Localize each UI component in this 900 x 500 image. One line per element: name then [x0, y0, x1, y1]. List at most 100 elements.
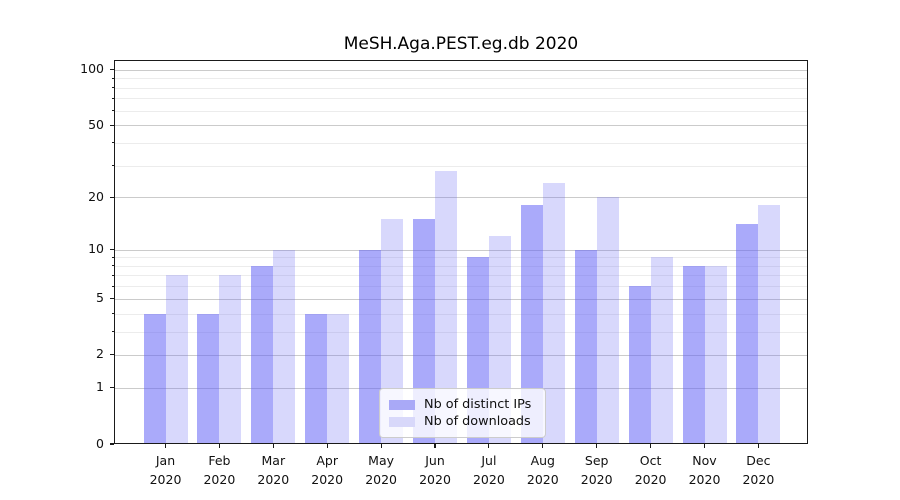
gridline-major [114, 69, 808, 71]
y-tick-label: 5 [96, 290, 104, 306]
y-minor-tick-mark [111, 256, 114, 258]
y-tick-mark [110, 354, 114, 356]
gridline-minor [114, 265, 808, 267]
gridline-minor [114, 331, 808, 333]
bar-distinct-ips-sep [574, 249, 597, 444]
gridline-minor [114, 78, 808, 80]
y-tick-label: 50 [88, 116, 104, 132]
x-tick-label-year: 2020 [526, 471, 559, 487]
x-tick-label: Sep 2020 [565, 452, 629, 490]
gridline-major [114, 125, 808, 127]
y-tick-mark [110, 387, 114, 389]
y-tick-label: 100 [80, 61, 104, 77]
y-tick-mark [110, 69, 114, 71]
x-tick-label: Feb 2020 [187, 452, 251, 490]
x-tick-label-year: 2020 [634, 471, 667, 487]
bar-distinct-ips-nov [682, 265, 705, 444]
x-tick-mark [218, 444, 220, 448]
x-tick-mark [650, 444, 652, 448]
x-tick-label-year: 2020 [472, 471, 505, 487]
x-tick-label-year: 2020 [688, 471, 721, 487]
x-tick-mark [596, 444, 598, 448]
bar-distinct-ips-may [359, 249, 382, 444]
y-tick-mark [110, 196, 114, 198]
gridline-major [114, 354, 808, 356]
gridline-major [114, 298, 808, 300]
gridline-minor [114, 275, 808, 277]
x-tick-mark [434, 444, 436, 448]
bar-downloads-oct [650, 257, 673, 444]
x-tick-mark [542, 444, 544, 448]
legend-swatch-downloads [389, 416, 415, 427]
gridline-minor [114, 98, 808, 100]
x-tick-label-year: 2020 [365, 471, 397, 487]
bar-distinct-ips-jun [413, 219, 435, 444]
x-tick-mark [326, 444, 328, 448]
y-tick-mark [110, 124, 114, 126]
gridline-major [114, 197, 808, 199]
bar-downloads-may [381, 219, 404, 444]
bar-downloads-aug [542, 183, 565, 444]
y-tick-label: 0 [96, 435, 104, 451]
bar-distinct-ips-mar [251, 265, 274, 444]
y-tick-mark [110, 443, 114, 445]
gridline-minor [114, 142, 808, 144]
bar-downloads-jun [435, 171, 457, 444]
chart-title: MeSH.Aga.PEST.eg.db 2020 [343, 34, 579, 54]
y-minor-tick-mark [111, 265, 114, 267]
y-minor-tick-mark [111, 97, 114, 99]
plot-area [114, 60, 808, 444]
bar-distinct-ips-dec [736, 224, 759, 444]
x-tick-label: May 2020 [349, 452, 413, 490]
legend-swatch-distinct-ips [389, 399, 415, 410]
y-minor-tick-mark [111, 165, 114, 167]
legend-entry-distinct-ips: Nb of distinct IPs [389, 396, 535, 413]
y-minor-tick-mark [111, 77, 114, 79]
x-tick-label-year: 2020 [742, 471, 775, 487]
y-minor-tick-mark [111, 142, 114, 144]
x-tick-label-year: 2020 [419, 471, 451, 487]
y-tick-label: 20 [88, 188, 104, 204]
y-minor-tick-mark [111, 312, 114, 315]
x-tick-label-year: 2020 [149, 471, 182, 487]
y-minor-tick-mark [111, 87, 114, 89]
y-minor-tick-mark [111, 110, 114, 112]
bar-distinct-ips-aug [520, 205, 543, 444]
legend: Nb of distinct IPs Nb of downloads [379, 388, 546, 438]
x-tick-label: Aug 2020 [511, 452, 575, 490]
y-tick-label: 1 [96, 379, 104, 395]
x-tick-label: Mar 2020 [241, 452, 305, 490]
bar-downloads-mar [273, 249, 296, 444]
x-tick-mark [488, 444, 490, 448]
bar-downloads-apr [327, 313, 350, 444]
legend-label: Nb of distinct IPs [424, 397, 532, 412]
x-tick-label-year: 2020 [257, 471, 290, 487]
gridline-minor [114, 257, 808, 259]
x-tick-mark [703, 444, 706, 448]
x-tick-label-year: 2020 [203, 471, 236, 487]
x-tick-label: Apr 2020 [295, 452, 359, 490]
bar-distinct-ips-apr [305, 313, 328, 444]
gridline-minor [114, 313, 808, 315]
x-tick-label: Dec 2020 [726, 452, 790, 490]
x-tick-mark [757, 444, 759, 448]
bar-downloads-jan [165, 275, 188, 444]
x-tick-label: Jul 2020 [457, 452, 521, 490]
gridline-minor [114, 110, 808, 112]
x-tick-label-year: 2020 [311, 471, 344, 487]
y-tick-label: 2 [96, 346, 104, 362]
bar-downloads-sep [596, 197, 619, 444]
x-tick-label-year: 2020 [580, 471, 613, 487]
y-tick-label: 10 [88, 241, 104, 257]
gridline-minor [114, 165, 808, 167]
bar-distinct-ips-jan [143, 313, 166, 444]
bar-downloads-feb [219, 275, 242, 444]
x-tick-label: Jun 2020 [403, 452, 467, 490]
x-tick-mark [272, 444, 274, 448]
gridline-major [114, 249, 808, 251]
x-tick-label: Nov 2020 [673, 452, 737, 490]
gridline-minor [114, 87, 808, 89]
legend-label: Nb of downloads [424, 414, 531, 429]
bar-distinct-ips-oct [628, 286, 651, 444]
